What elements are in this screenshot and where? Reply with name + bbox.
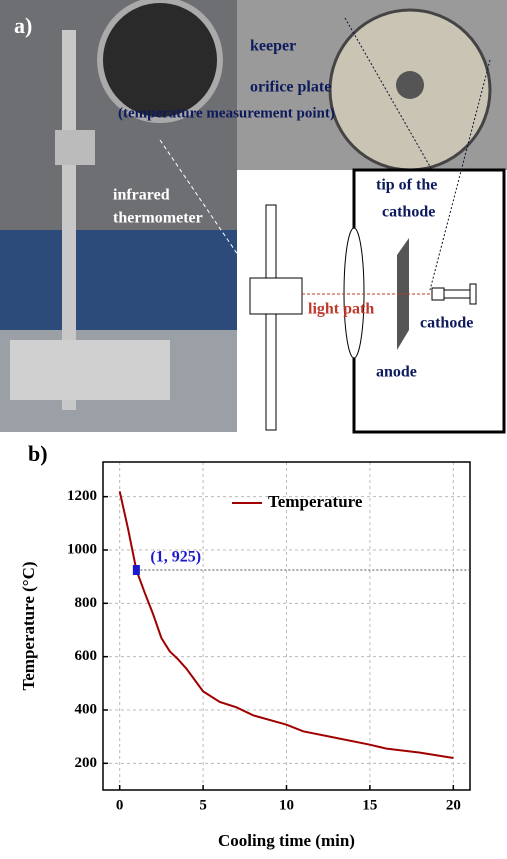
- x-tick-label: 15: [362, 797, 377, 813]
- cathode-body: [443, 289, 471, 299]
- annotation-label: cathode: [420, 315, 473, 332]
- annotation-label: orifice plate: [250, 79, 331, 96]
- x-tick-label: 5: [199, 797, 207, 813]
- annotation-label: light path: [308, 301, 374, 318]
- annotation-label: infrared: [113, 187, 170, 204]
- panel-label: b): [28, 441, 48, 466]
- cathode-tip: [431, 287, 445, 301]
- cathode-end: [469, 283, 477, 305]
- lens: [343, 227, 365, 359]
- panel-a: [0, 0, 507, 434]
- annotation-label: anode: [376, 364, 417, 381]
- photo-chamber: [97, 0, 223, 123]
- x-tick-label: 0: [116, 797, 124, 813]
- y-axis-label: Temperature (°C): [19, 561, 38, 690]
- annotation-label: (temperature measurement point): [118, 105, 335, 121]
- x-tick-label: 10: [279, 797, 294, 813]
- plot-frame: [102, 461, 471, 791]
- annotation-marker: [132, 565, 140, 575]
- leader: [159, 139, 256, 281]
- annotation-label: thermometer: [113, 210, 203, 227]
- y-tick-label: 600: [75, 648, 98, 664]
- leader: [344, 17, 433, 171]
- annotation-label: tip of the: [376, 177, 437, 194]
- annotation-label: keeper: [250, 38, 296, 55]
- schematic-thermometer: [249, 277, 303, 315]
- y-tick-label: 1200: [67, 488, 97, 504]
- x-axis-label: Cooling time (min): [218, 831, 355, 850]
- chart: b) 200 400 600 800 1000 1200 0 5 10 15 20 Cooling t…: [19, 441, 471, 850]
- panel-label: a): [14, 13, 32, 38]
- annotation-label: cathode: [382, 204, 435, 221]
- photo-frame: [0, 230, 237, 330]
- y-tick-label: 800: [75, 595, 98, 611]
- photo-stage: [10, 340, 170, 400]
- panel-a-labels: a) keeper orifice plate (temperature measu…: [14, 13, 473, 381]
- schematic-post: [265, 204, 277, 431]
- y-tick-label: 200: [75, 755, 98, 771]
- data-line: [118, 491, 454, 759]
- annotation-label: (1, 925): [150, 549, 201, 566]
- keeper: [396, 71, 424, 99]
- photo-holder: [55, 130, 95, 165]
- y-tick-label: 1000: [67, 541, 97, 557]
- legend-label: Temperature: [268, 492, 363, 511]
- x-tick-label: 20: [446, 797, 461, 813]
- y-tick-label: 400: [75, 701, 98, 717]
- photo-post: [62, 30, 76, 410]
